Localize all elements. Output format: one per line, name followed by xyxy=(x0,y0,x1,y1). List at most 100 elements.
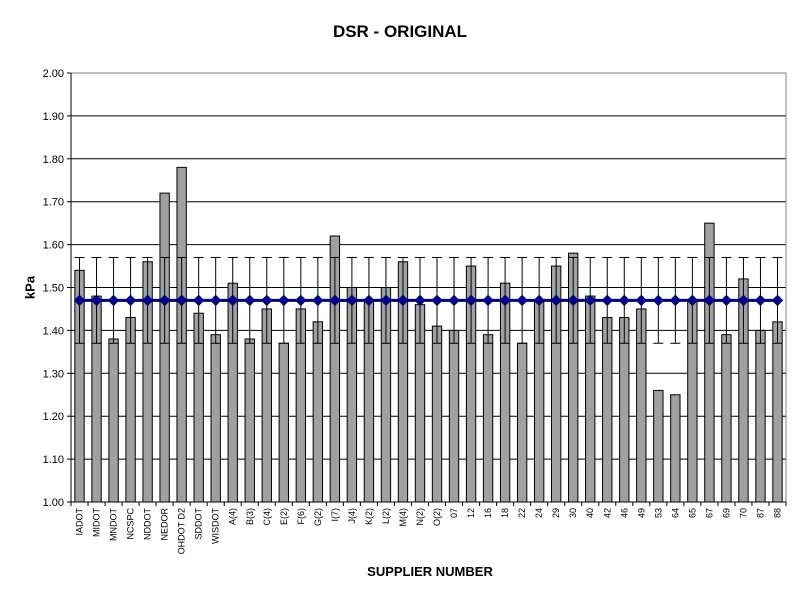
mean-marker xyxy=(414,294,426,307)
y-tick-label: 1.00 xyxy=(43,497,64,509)
bar xyxy=(312,321,324,503)
bar xyxy=(653,389,664,503)
mean-marker xyxy=(686,294,699,307)
bar xyxy=(755,329,766,503)
mean-marker xyxy=(329,294,341,307)
x-tick-label: 87 xyxy=(755,508,765,518)
x-tick-label: MNDOT xyxy=(109,508,119,541)
mean-marker xyxy=(618,294,630,307)
mean-marker xyxy=(227,294,239,307)
mean-marker xyxy=(124,294,137,307)
x-tick-label: 30 xyxy=(568,508,578,518)
x-tick-label: 24 xyxy=(534,508,544,518)
x-axis-label: SUPPLIER NUMBER xyxy=(367,564,493,579)
mean-marker xyxy=(73,294,86,307)
y-tick-label: 1.20 xyxy=(43,411,64,423)
mean-marker xyxy=(703,294,716,307)
x-tick-label: 67 xyxy=(704,508,714,518)
x-tick-label: B(3) xyxy=(245,508,255,525)
bar xyxy=(516,342,528,503)
x-tick-label: 65 xyxy=(687,508,697,518)
x-tick-label: 88 xyxy=(772,508,782,518)
mean-marker xyxy=(158,294,171,307)
x-tick-label: OHDOT D2 xyxy=(177,508,187,554)
x-tick-label: K(2) xyxy=(364,508,374,525)
x-tick-label: NCSPC xyxy=(126,508,136,540)
bar xyxy=(431,325,443,503)
y-axis-label: kPa xyxy=(22,275,38,300)
chart-title: DSR - ORIGINAL xyxy=(332,22,468,41)
bar xyxy=(244,338,255,503)
bar xyxy=(602,317,613,503)
mean-marker xyxy=(261,294,273,307)
mean-marker xyxy=(482,294,494,307)
bar xyxy=(125,317,136,503)
mean-marker xyxy=(312,294,324,307)
x-tick-label: I(7) xyxy=(330,508,340,522)
mean-marker xyxy=(669,294,682,307)
bar xyxy=(108,338,119,503)
bar xyxy=(670,394,681,503)
mean-marker xyxy=(720,294,733,307)
y-tick-labels: 1.00 1.10 1.20 1.30 1.40 1.50 1.60 1.70 1.80 1.90… xyxy=(43,68,64,509)
x-tick-label: 29 xyxy=(551,508,561,518)
mean-marker xyxy=(209,294,222,307)
mean-marker xyxy=(380,294,392,307)
mean-marker xyxy=(516,294,528,307)
x-tick-label: WISDOT xyxy=(211,508,221,544)
y-tick-label: 1.10 xyxy=(43,454,64,466)
bar xyxy=(482,334,494,503)
x-tick-label: MIDOT xyxy=(92,508,102,537)
x-tick-label: 49 xyxy=(636,508,646,518)
bar xyxy=(448,329,460,503)
x-tick-label: 64 xyxy=(670,508,680,518)
y-tick-label: 1.70 xyxy=(43,197,64,209)
x-tick-label: NDDOT xyxy=(143,508,153,540)
mean-marker xyxy=(584,294,596,307)
mean-marker xyxy=(499,294,511,307)
y-tick-label: 2.00 xyxy=(43,68,64,80)
x-tick-label: 69 xyxy=(721,508,731,518)
x-tick-label: E(2) xyxy=(279,508,289,525)
x-tick-labels: IADOT MIDOT MNDOT NCSPC NDDOT NEDOR OHDOT D2 SD… xyxy=(75,507,783,554)
x-tick-label: N(2) xyxy=(415,508,425,526)
mean-marker xyxy=(90,294,103,307)
x-tick-label: C(4) xyxy=(262,508,272,526)
x-tick-label: G(2) xyxy=(313,508,323,526)
mean-line-series xyxy=(73,294,784,307)
x-tick-label: 12 xyxy=(466,508,476,518)
x-tick-label: 46 xyxy=(619,508,629,518)
x-tick-label: A(4) xyxy=(228,508,238,525)
mean-marker xyxy=(754,294,767,307)
mean-marker xyxy=(652,294,665,307)
bar xyxy=(772,321,783,503)
y-tick-label: 1.60 xyxy=(43,240,64,252)
x-tick-label: SDDOT xyxy=(194,507,204,539)
x-tick-label: F(6) xyxy=(296,508,306,525)
y-tick-label: 1.80 xyxy=(43,154,64,166)
mean-marker xyxy=(737,294,750,307)
mean-marker xyxy=(141,294,154,307)
x-tick-label: 53 xyxy=(653,508,663,518)
bar xyxy=(210,334,221,503)
mean-marker xyxy=(448,294,460,307)
x-tick-label: 70 xyxy=(738,508,748,518)
x-tick-label: O(2) xyxy=(432,508,442,526)
mean-marker xyxy=(278,294,290,307)
axes xyxy=(67,72,787,506)
x-tick-label: 42 xyxy=(602,508,612,518)
mean-marker xyxy=(431,294,443,307)
x-tick-label: 16 xyxy=(483,508,493,518)
mean-marker xyxy=(465,294,477,307)
bar xyxy=(721,334,732,503)
mean-marker xyxy=(635,294,648,307)
bar-series xyxy=(74,166,783,503)
x-tick-label: 40 xyxy=(585,508,595,518)
y-tick-label: 1.50 xyxy=(43,283,64,295)
x-tick-label: IADOT xyxy=(75,508,85,536)
mean-marker xyxy=(175,294,188,307)
x-tick-label: 18 xyxy=(500,508,510,518)
x-tick-label: L(2) xyxy=(381,508,391,524)
mean-marker xyxy=(771,294,784,307)
